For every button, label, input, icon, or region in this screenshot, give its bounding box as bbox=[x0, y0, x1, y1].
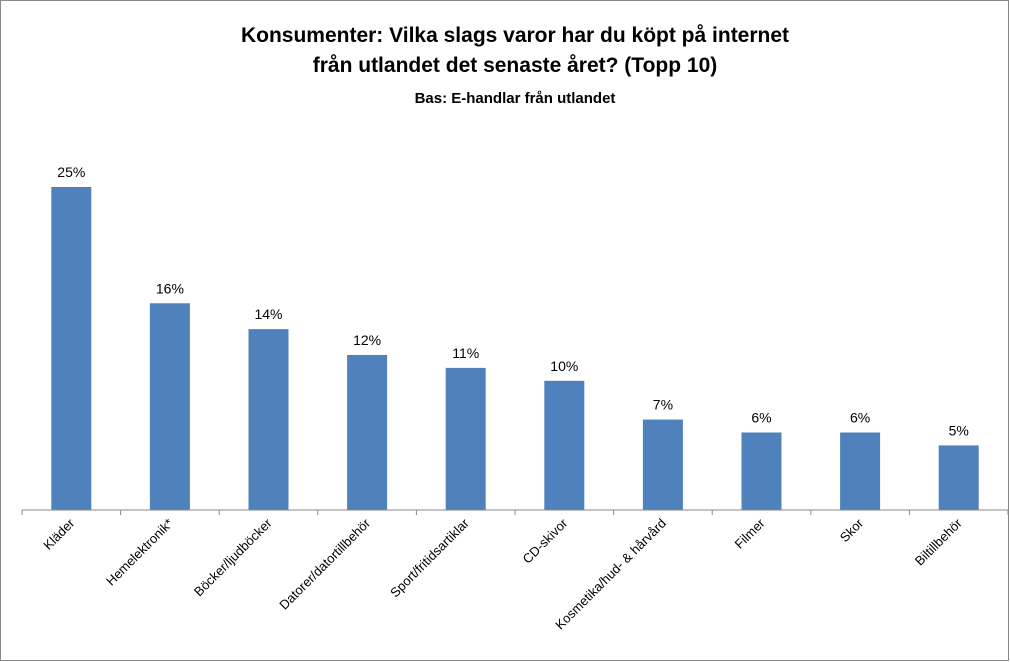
data-label: 16% bbox=[156, 280, 184, 296]
bar bbox=[51, 187, 92, 510]
bar bbox=[445, 367, 486, 510]
data-label: 25% bbox=[57, 164, 85, 180]
chart-title: från utlandet det senaste året? (Topp 10… bbox=[313, 54, 718, 77]
bar bbox=[149, 303, 190, 510]
bar bbox=[642, 419, 683, 510]
bar bbox=[741, 432, 782, 510]
bar bbox=[544, 380, 585, 510]
data-label: 12% bbox=[353, 332, 381, 348]
data-label: 11% bbox=[452, 345, 479, 361]
bar bbox=[938, 445, 979, 510]
bar bbox=[347, 354, 388, 510]
data-label: 14% bbox=[254, 306, 282, 322]
chart-subtitle: Bas: E-handlar från utlandet bbox=[415, 90, 616, 107]
data-label: 6% bbox=[850, 409, 870, 425]
data-label: 5% bbox=[949, 422, 969, 438]
data-label: 7% bbox=[653, 397, 673, 413]
bar bbox=[840, 432, 881, 510]
chart-title: Konsumenter: Vilka slags varor har du kö… bbox=[241, 24, 789, 47]
data-label: 6% bbox=[751, 409, 771, 425]
data-label: 10% bbox=[550, 358, 578, 374]
bar bbox=[248, 329, 289, 510]
